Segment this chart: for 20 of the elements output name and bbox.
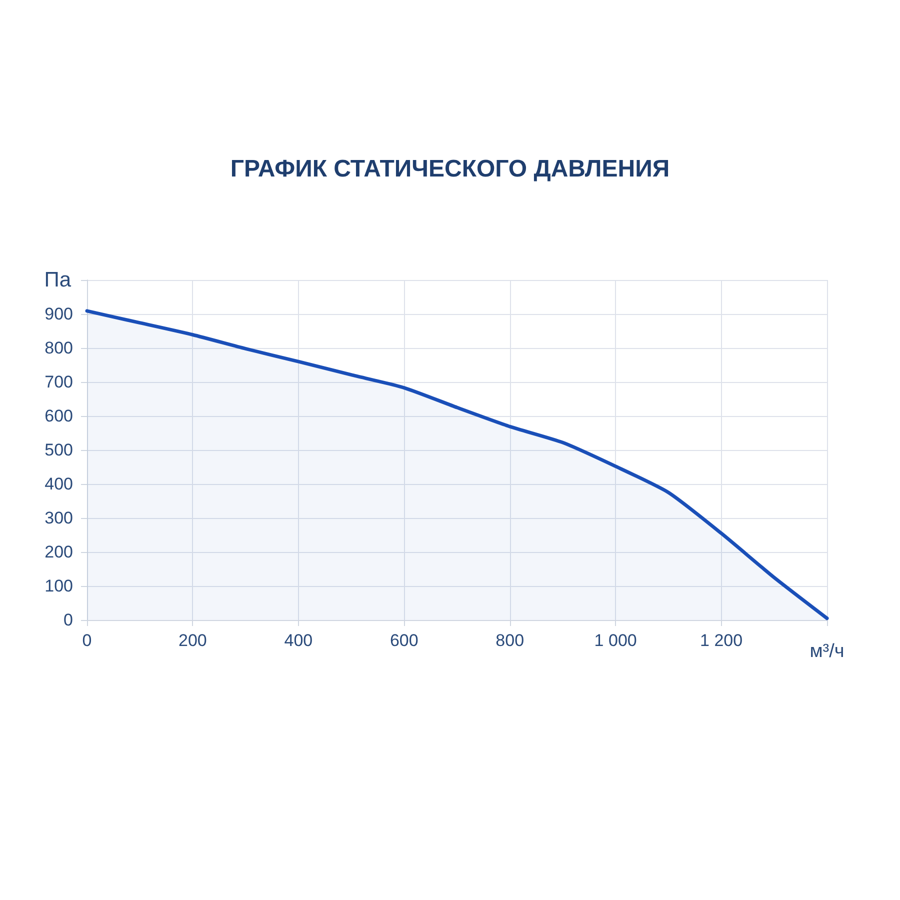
- x-axis-title: м³/ч: [810, 641, 844, 662]
- chart-title: ГРАФИК СТАТИЧЕСКОГО ДАВЛЕНИЯ: [230, 156, 670, 182]
- y-tick-label: 0: [64, 610, 73, 630]
- x-tick-label: 1 000: [594, 631, 637, 650]
- y-axis-title: Па: [44, 268, 72, 292]
- y-tick-label: 100: [44, 576, 73, 596]
- x-tick-label: 1 200: [700, 631, 743, 650]
- y-tick-label: 200: [44, 542, 73, 562]
- y-tick-label: 600: [44, 406, 73, 426]
- y-tick-label: 300: [44, 508, 73, 528]
- x-tick-label: 200: [178, 631, 207, 650]
- x-tick-label: 800: [496, 631, 524, 650]
- x-tick-label: 600: [390, 631, 418, 650]
- y-tick-label: 900: [44, 304, 73, 324]
- y-tick-label: 700: [44, 372, 73, 392]
- y-tick-label: 500: [44, 440, 73, 460]
- y-tick-label: 400: [44, 474, 73, 494]
- x-tick-label: 400: [284, 631, 313, 650]
- x-tick-label: 0: [82, 631, 92, 650]
- y-tick-label: 800: [44, 338, 73, 358]
